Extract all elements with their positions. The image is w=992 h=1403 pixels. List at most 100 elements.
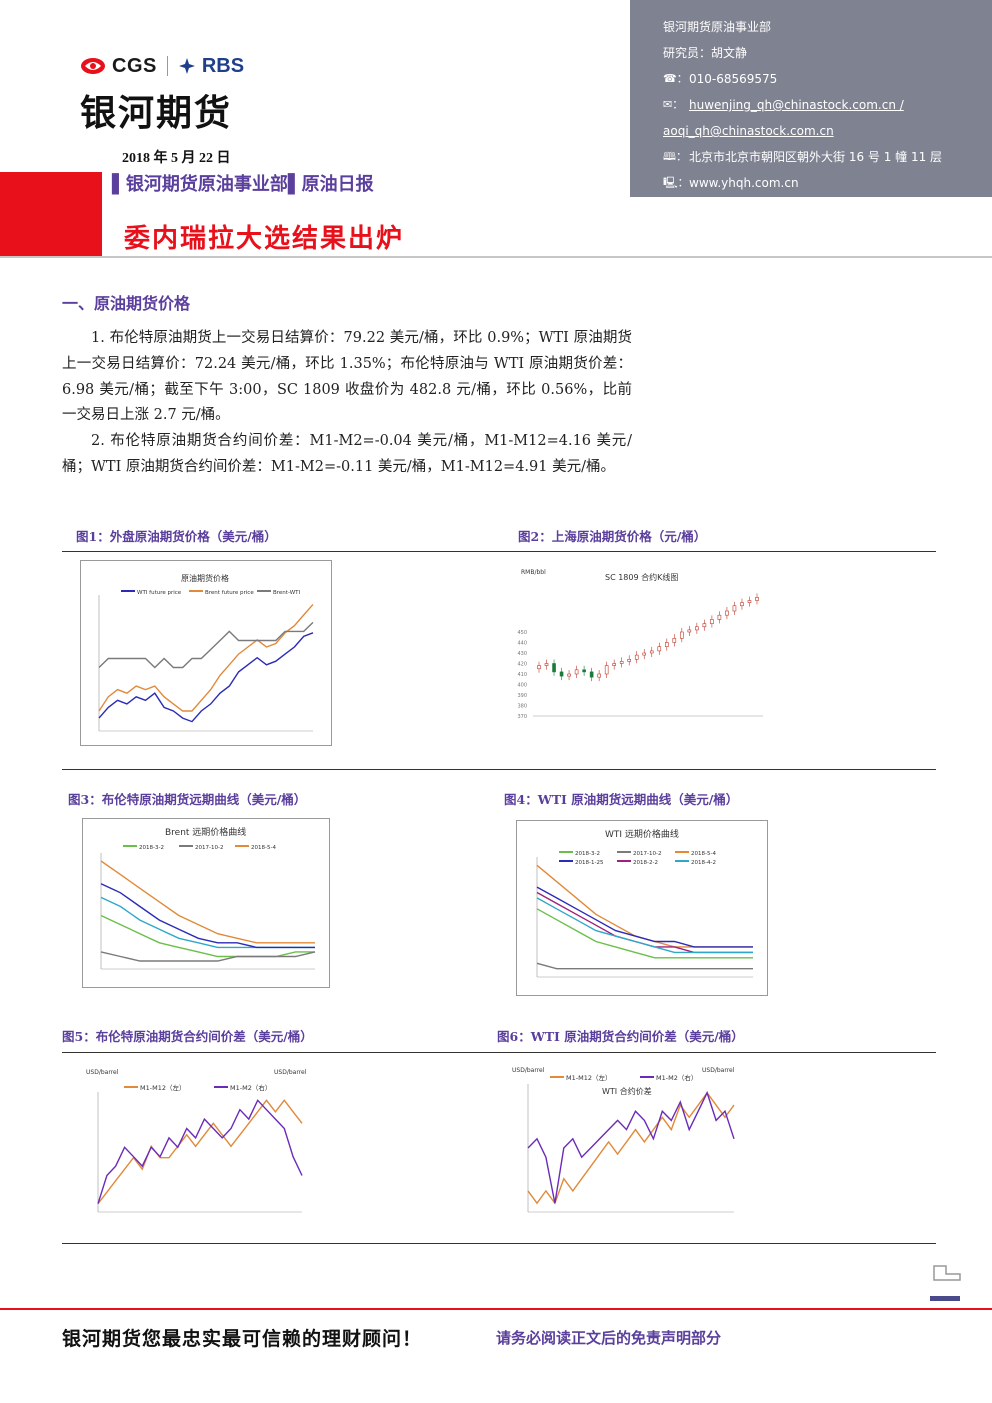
- contact-panel: 银河期货原油事业部 研究员：胡文静 ☎： 010-68569575 ✉： huw…: [630, 0, 992, 197]
- candle-body-27: [740, 602, 744, 607]
- contact-address-row: 🕮： 北京市北京市朝阳区朝外大街 16 号 1 幢 11 层: [663, 144, 992, 170]
- series-line-5: [536, 897, 753, 954]
- headline: 委内瑞拉大选结果出炉: [124, 224, 405, 254]
- rbs-logo-icon: [178, 58, 195, 74]
- candle-body-9: [604, 665, 609, 675]
- candle-body-13: [634, 654, 639, 660]
- footer-red-rule: [0, 1308, 992, 1310]
- legend-label-0: WTI future price: [137, 590, 182, 596]
- section-title: 一、原油期货价格: [62, 294, 191, 313]
- candle-body-5: [574, 669, 579, 675]
- contact-dept: 银河期货原油事业部: [663, 20, 772, 34]
- chart-1-svg: 原油期货价格 WTI future price Brent future price…: [98, 573, 314, 732]
- series-line-0: [97, 1099, 303, 1205]
- legend-label-3: 2018-1-25: [575, 860, 604, 866]
- chart-5-ylabel-right: USD/barrel: [274, 1069, 307, 1076]
- series-line-2: [98, 621, 314, 669]
- series-line-3: [536, 886, 753, 948]
- candle-body-29: [755, 597, 759, 601]
- candle-body-16: [657, 646, 662, 652]
- company-logo: CGS RBS: [80, 52, 244, 80]
- chart-1-outer-crude-price: 原油期货价格 WTI future price Brent future price…: [80, 560, 332, 746]
- figure-row-3-top-rule: [62, 1052, 936, 1053]
- candle-body-24: [717, 614, 722, 620]
- figure-row-1-top-rule: [62, 551, 936, 552]
- chart-6-title: WTI 合约价差: [602, 1086, 652, 1096]
- chart-3-svg: Brent 远期价格曲线 2018-3-2 2017-10-2 2018-5-4: [100, 826, 316, 970]
- candle-body-12: [627, 659, 632, 662]
- series-line-2: [100, 860, 315, 944]
- candle-body-26: [732, 605, 737, 612]
- candle-body-18: [672, 638, 677, 643]
- figure-2-caption: 图2：上海原油期货价格（元/桶）: [518, 529, 707, 544]
- series-line-1: [527, 1090, 735, 1204]
- legend-label-0: 2018-3-2: [575, 851, 600, 857]
- chart-2-title: SC 1809 合约K线图: [605, 572, 678, 582]
- legend-label-1: 2017-10-2: [195, 845, 223, 851]
- legend-label-1: M1-M2（右）: [230, 1083, 271, 1092]
- candle-body-10: [612, 663, 616, 666]
- contact-researcher: 研究员：胡文静: [663, 46, 748, 60]
- series-line-0: [98, 632, 314, 723]
- section-body: 1. 布伦特原油期货上一交易日结算价：79.22 美元/桶，环比 0.9%；WT…: [62, 326, 632, 481]
- chart-6-ylabel-right: USD/barrel: [702, 1067, 735, 1074]
- contact-web-row: 🖳： www.yhqh.com.cn: [663, 170, 992, 196]
- contact-phone: 010-68569575: [689, 72, 778, 86]
- chart-5-ylabel-left: USD/barrel: [86, 1069, 119, 1076]
- page-corner-icon: [933, 1265, 961, 1281]
- contact-email-row-2: aoqi_qh@chinastock.com.cn: [663, 118, 992, 144]
- candle-body-6: [582, 669, 586, 673]
- figure-5-caption: 图5：布伦特原油期货合约间价差（美元/桶）: [62, 1029, 313, 1044]
- candle-body-8: [597, 673, 601, 678]
- chart-3-title: Brent 远期价格曲线: [165, 826, 246, 838]
- candle-body-1: [544, 663, 549, 666]
- legend-label-5: 2018-4-2: [691, 860, 716, 866]
- figure-3-caption: 图3：布伦特原油期货远期曲线（美元/桶）: [68, 792, 307, 807]
- chart-4-wti-forward: WTI 远期价格曲线 2018-3-2 2017-10-2 2018-5-4 2018-…: [516, 820, 768, 996]
- y-tick-5: 420: [517, 662, 527, 668]
- y-tick-3: 400: [517, 683, 527, 689]
- candle-body-4: [567, 673, 571, 677]
- report-date: 2018 年 5 月 22 日: [122, 151, 231, 166]
- legend-label-4: 2018-2-2: [633, 860, 658, 866]
- chart-3-brent-forward: Brent 远期价格曲线 2018-3-2 2017-10-2 2018-5-4: [82, 818, 330, 988]
- paragraph-2: 2. 布伦特原油期货合约间价差：M1-M2=-0.04 美元/桶，M1-M12=…: [62, 433, 632, 475]
- y-tick-1: 380: [517, 704, 527, 710]
- series-line-1: [98, 603, 314, 712]
- computer-icon: 🖳：: [663, 176, 689, 189]
- y-tick-0: 370: [517, 714, 527, 720]
- logo-cgs-text: CGS: [112, 54, 157, 77]
- candle-body-7: [589, 671, 594, 678]
- chart-6-svg: USD/barrel USD/barrel WTI 合约价差 M1-M12（左） M1-…: [512, 1067, 735, 1213]
- legend-label-1: M1-M2（右）: [656, 1073, 697, 1082]
- chart-5-svg: USD/barrel USD/barrel M1-M12（左） M1-M2（右）: [86, 1069, 307, 1213]
- logo-divider: [166, 56, 168, 76]
- brand-name: 银河期货: [80, 93, 233, 134]
- y-tick-4: 410: [517, 672, 527, 678]
- series-line-0: [527, 1091, 735, 1205]
- footer-accent-bar: [930, 1296, 960, 1301]
- paragraph-1: 1. 布伦特原油期货上一交易日结算价：79.22 美元/桶，环比 0.9%；WT…: [62, 330, 632, 424]
- chart-5-brent-spread: USD/barrel USD/barrel M1-M12（左） M1-M2（右）: [80, 1062, 324, 1228]
- contact-phone-row: ☎： 010-68569575: [663, 66, 992, 92]
- series-line-0: [100, 914, 315, 958]
- y-tick-7: 440: [517, 641, 527, 647]
- contact-email-2[interactable]: aoqi_qh@chinastock.com.cn: [663, 124, 834, 138]
- candle-body-23: [710, 619, 714, 624]
- contact-email-1[interactable]: huwenjing_qh@chinastock.com.cn /: [689, 98, 904, 112]
- contact-website[interactable]: www.yhqh.com.cn: [689, 176, 799, 190]
- candle-body-28: [747, 600, 752, 603]
- email-icon: ✉：: [663, 98, 684, 111]
- series-line-1: [100, 951, 316, 962]
- series-line-0: [536, 908, 753, 959]
- chart-6-wti-spread: USD/barrel USD/barrel WTI 合约价差 M1-M12（左） M1-…: [510, 1062, 750, 1226]
- cgs-logo-icon: [81, 58, 105, 74]
- series-line-4: [536, 891, 753, 954]
- y-tick-2: 390: [517, 693, 527, 699]
- candle-body-21: [695, 626, 699, 631]
- series-line-4: [100, 883, 315, 949]
- figure-row-3-bottom-rule: [62, 1243, 936, 1244]
- candle-body-15: [649, 650, 654, 654]
- candle-body-20: [687, 629, 692, 633]
- chart-4-svg: WTI 远期价格曲线 2018-3-2 2017-10-2 2018-5-4 2018-…: [536, 828, 753, 978]
